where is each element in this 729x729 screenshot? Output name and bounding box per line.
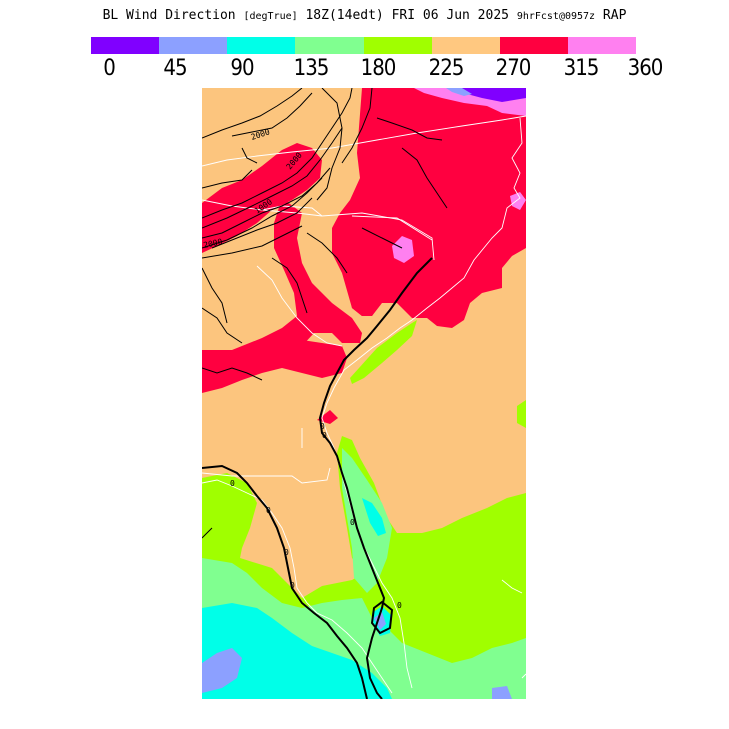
contour-label: 0 [320,422,325,431]
region-blue-lake [374,612,386,630]
legend-swatch-5 [431,37,500,54]
legend-tick-225: 225 [428,56,465,81]
region-red-appalachian [202,143,322,253]
contour-label: 0 [322,431,327,440]
legend-tick-135: 135 [293,56,330,81]
legend-tick-180: 180 [360,56,397,81]
contour-label: 0 [266,506,271,515]
title-units: [degTrue] [243,11,298,22]
region-red-northeast-2 [332,228,392,316]
region-mint-coast [342,448,392,593]
contour-label: 0 [290,581,295,590]
title-forecast: 9hrFcst@0957z [516,11,596,22]
region-purple-edge [458,88,526,102]
legend-tick-90: 90 [230,56,254,81]
region-red-savannah [317,410,338,424]
region-lime-east [517,400,526,428]
region-lime-charleston [350,320,417,384]
contour-lines [202,88,448,539]
region-red-central [202,198,362,358]
contour-label: 2000 [203,237,224,250]
legend-swatch-4 [363,37,432,54]
legend-swatch-1 [159,37,228,54]
contour-label: 0 [230,479,235,488]
region-red-sc-coast [202,340,347,393]
map-title: BL Wind Direction [degTrue] 18Z(14edt) F… [0,8,729,23]
legend-tick-270: 270 [495,56,532,81]
contour-label: 0 [284,548,289,557]
title-time: 18Z(14edt) FRI 06 Jun 2025 [305,8,509,23]
title-field: BL Wind Direction [102,8,236,23]
legend-swatch-6 [499,37,568,54]
legend-tick-labels: 0 45 90 135 180 225 270 315 360 [0,56,729,82]
legend-tick-360: 360 [627,56,664,81]
region-cyan-coast [362,498,386,536]
color-legend-bar [91,37,636,54]
legend-tick-0: 0 [103,56,116,81]
contour-label: 0 [397,601,402,610]
region-cyan-gulf [202,603,392,699]
region-pink-central [392,236,414,263]
legend-tick-45: 45 [163,56,187,81]
legend-swatch-2 [227,37,296,54]
legend-swatch-7 [567,37,636,54]
region-blue-gulf [202,648,242,693]
region-blue-keys [492,686,512,699]
state-borders [202,115,526,484]
coastline [202,117,526,694]
region-pink-coast [510,192,526,210]
zero-contour [202,257,433,699]
legend-swatch-3 [295,37,364,54]
legend-swatch-0 [91,37,160,54]
wind-direction-map: 2000 1000 2000 2000 0 0 0 0 0 0 0 0 [202,88,526,699]
region-blue-edge [446,88,472,96]
legend-tick-315: 315 [563,56,600,81]
contour-label: 0 [350,518,355,527]
title-model: RAP [602,8,627,23]
